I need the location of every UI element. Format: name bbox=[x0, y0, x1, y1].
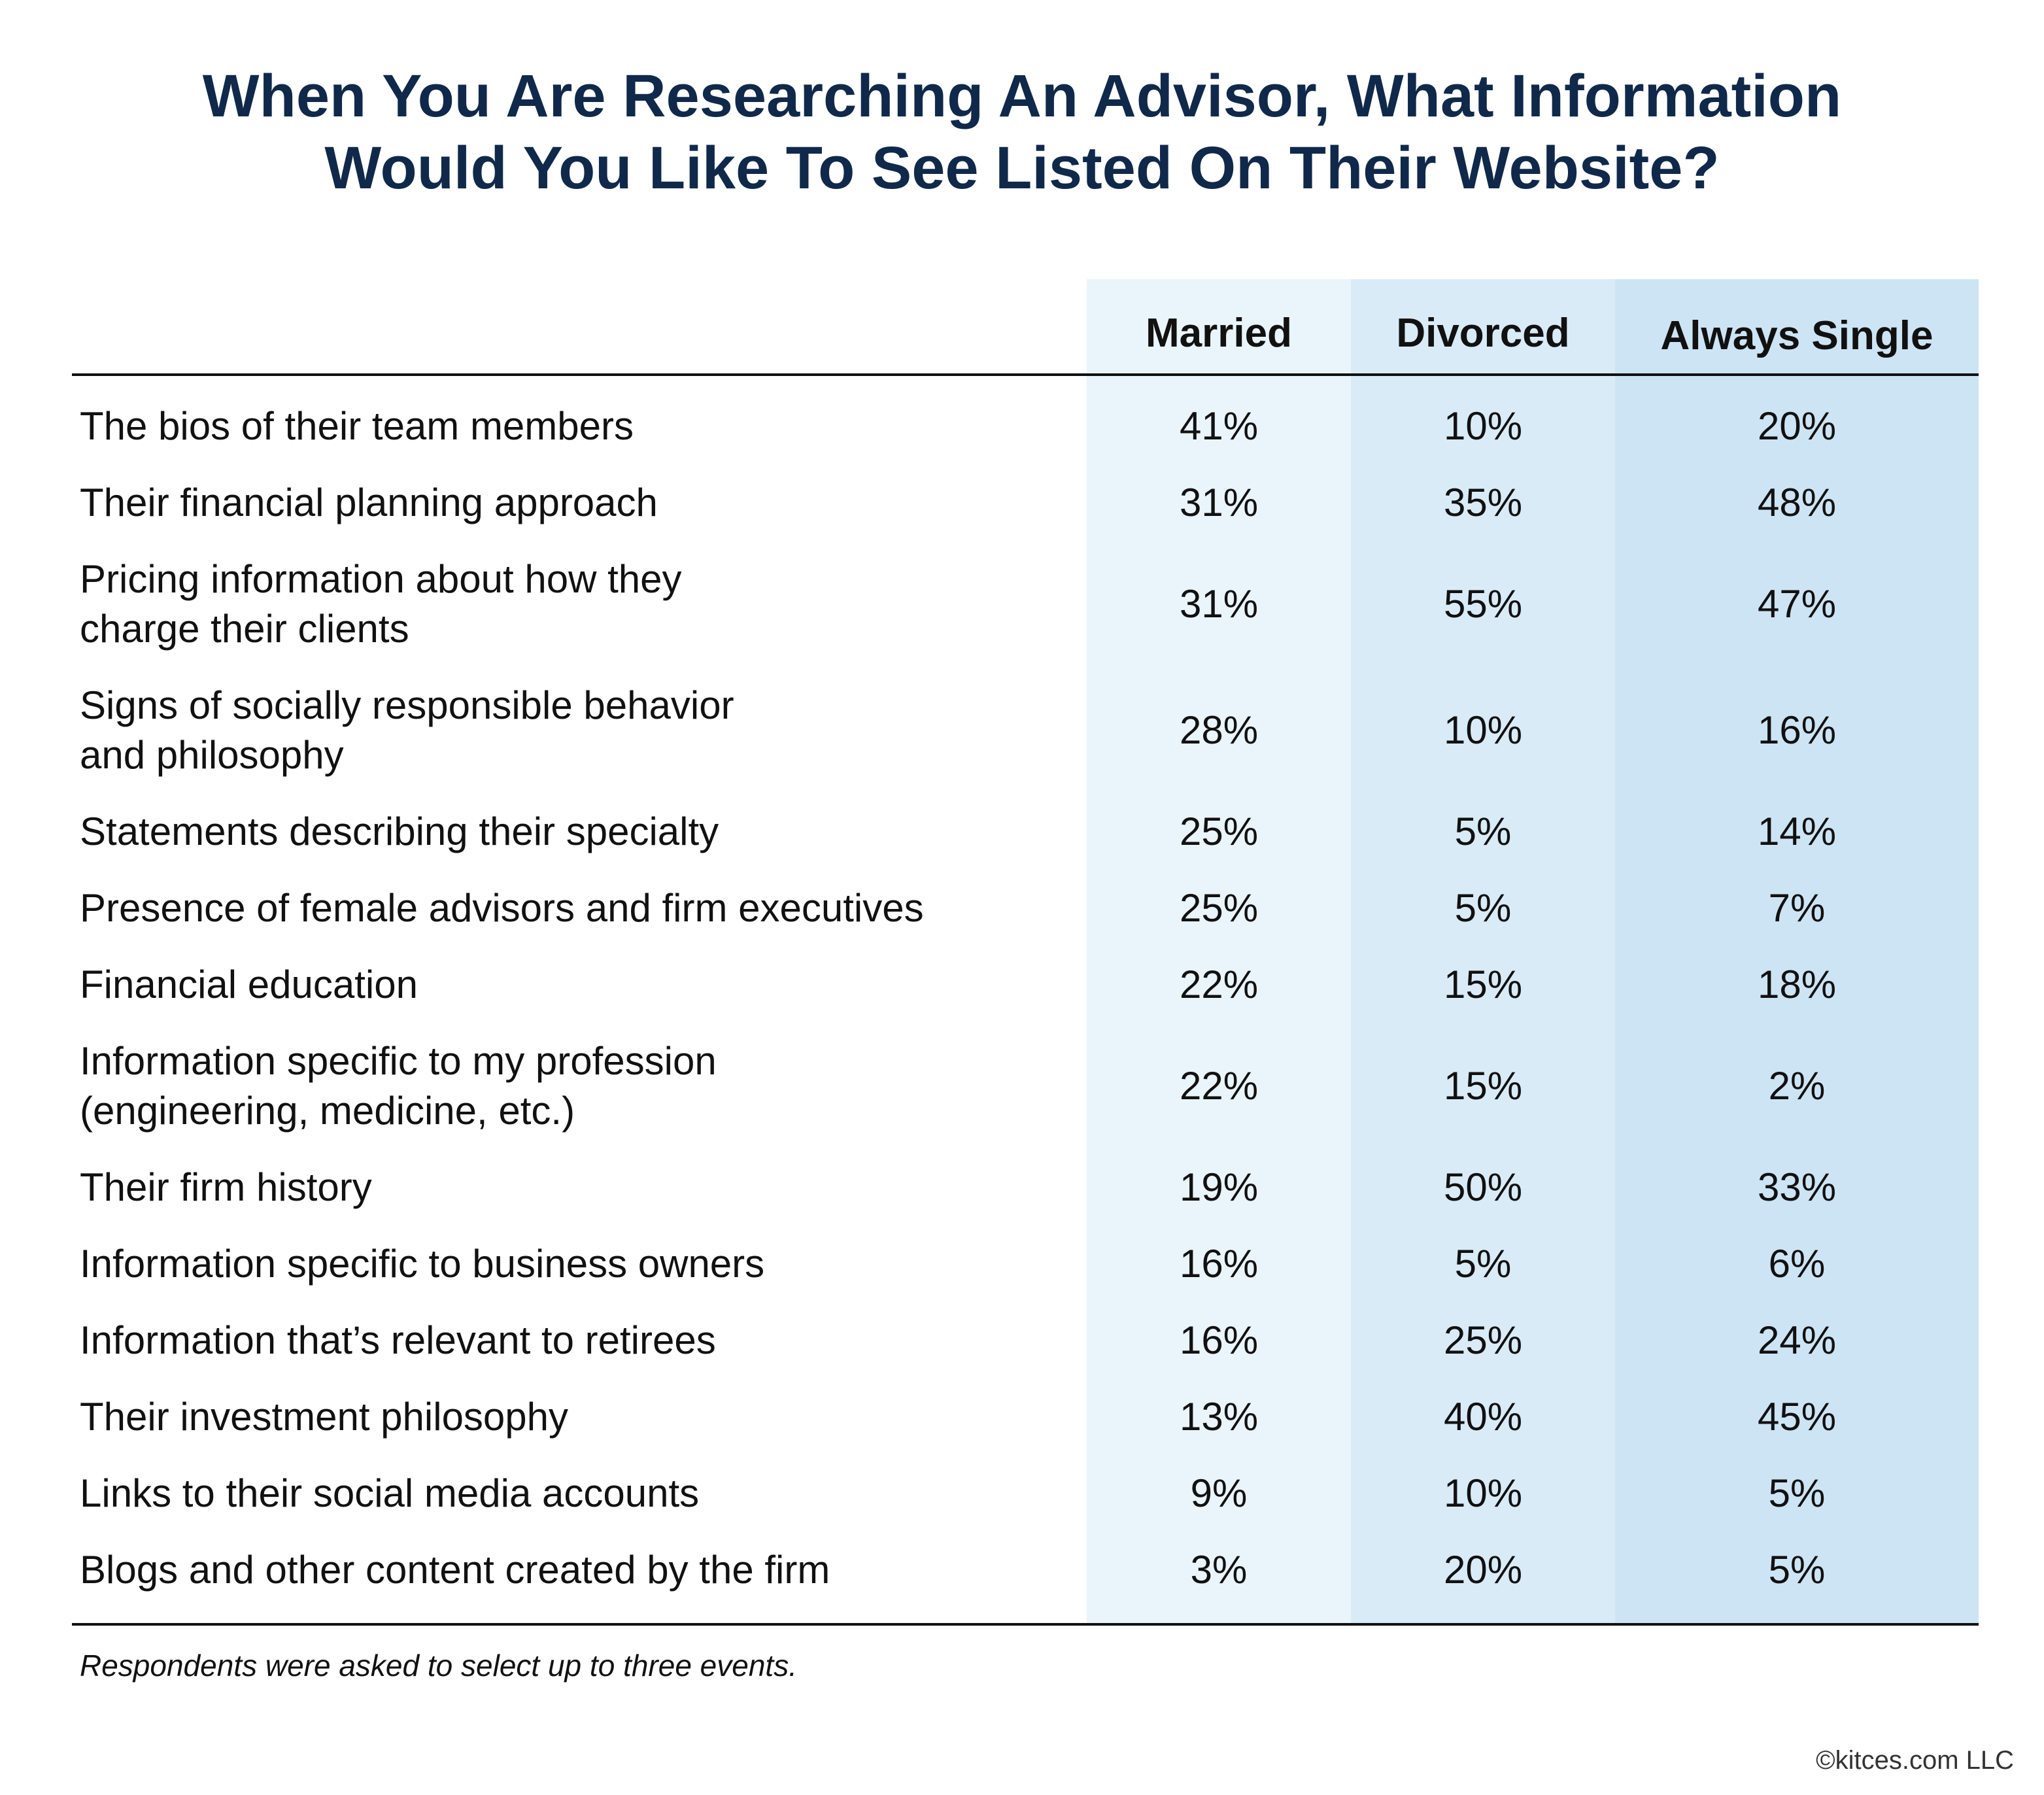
row-label-line: Their financial planning approach bbox=[80, 481, 658, 524]
cell-divorced: 5% bbox=[1454, 886, 1512, 930]
cell-divorced: 40% bbox=[1443, 1395, 1523, 1439]
cell-divorced: 25% bbox=[1443, 1318, 1523, 1362]
cell-always-single: 5% bbox=[1768, 1548, 1826, 1592]
header-rule bbox=[72, 373, 1979, 376]
cell-always-single: 14% bbox=[1757, 810, 1837, 853]
cell-married: 25% bbox=[1179, 810, 1259, 853]
row-label: Their firm history bbox=[80, 1163, 1080, 1212]
row-label: Presence of female advisors and firm exe… bbox=[80, 883, 1080, 933]
cell-divorced: 55% bbox=[1443, 582, 1523, 626]
cell-married: 25% bbox=[1179, 886, 1259, 930]
cell-married: 41% bbox=[1179, 404, 1259, 448]
row-label-line: and philosophy bbox=[80, 733, 344, 777]
cell-divorced: 10% bbox=[1443, 404, 1523, 448]
cell-married: 28% bbox=[1179, 708, 1259, 752]
row-label: Links to their social media accounts bbox=[80, 1469, 1080, 1518]
row-label: Their investment philosophy bbox=[80, 1392, 1080, 1442]
row-label-line: The bios of their team members bbox=[80, 404, 634, 448]
row-label-line: Financial education bbox=[80, 963, 418, 1006]
row-label: The bios of their team members bbox=[80, 402, 1080, 451]
row-label-line: Links to their social media accounts bbox=[80, 1471, 700, 1515]
cell-divorced: 35% bbox=[1443, 481, 1523, 524]
row-label: Blogs and other content created by the f… bbox=[80, 1545, 1080, 1595]
copyright: ©kitces.com LLC bbox=[1816, 1746, 2014, 1775]
cell-married: 9% bbox=[1190, 1471, 1248, 1515]
cell-married: 16% bbox=[1179, 1318, 1259, 1362]
cell-always-single: 5% bbox=[1768, 1471, 1826, 1515]
row-label-line: Their firm history bbox=[80, 1165, 372, 1209]
row-label-line: Blogs and other content created by the f… bbox=[80, 1548, 830, 1592]
column-header-divorced: Divorced bbox=[1396, 311, 1570, 356]
cell-divorced: 10% bbox=[1443, 708, 1523, 752]
row-label-line: Signs of socially responsible behavior bbox=[80, 683, 734, 727]
cell-married: 16% bbox=[1179, 1242, 1259, 1286]
always-single-column-background bbox=[1615, 279, 1979, 1624]
cell-always-single: 2% bbox=[1768, 1064, 1826, 1108]
cell-married: 13% bbox=[1179, 1395, 1259, 1439]
cell-married: 3% bbox=[1190, 1548, 1248, 1592]
row-label-line: Statements describing their specialty bbox=[80, 810, 719, 853]
cell-married: 31% bbox=[1179, 481, 1259, 524]
row-label: Information that’s relevant to retirees bbox=[80, 1316, 1080, 1365]
cell-always-single: 24% bbox=[1757, 1318, 1837, 1362]
cell-always-single: 47% bbox=[1757, 582, 1837, 626]
row-label: Information specific to my profession (en… bbox=[80, 1036, 1080, 1136]
cell-married: 22% bbox=[1179, 1064, 1259, 1108]
cell-always-single: 45% bbox=[1757, 1395, 1837, 1439]
row-label: Financial education bbox=[80, 960, 1080, 1010]
cell-divorced: 10% bbox=[1443, 1471, 1523, 1515]
title-line-1: When You Are Researching An Advisor, Wha… bbox=[202, 63, 1842, 129]
cell-divorced: 15% bbox=[1443, 963, 1523, 1006]
cell-married: 22% bbox=[1179, 963, 1259, 1006]
row-label-line: Pricing information about how they bbox=[80, 557, 682, 601]
cell-divorced: 5% bbox=[1454, 810, 1512, 853]
row-label: Statements describing their specialty bbox=[80, 807, 1080, 857]
cell-always-single: 6% bbox=[1768, 1242, 1826, 1286]
cell-always-single: 18% bbox=[1757, 963, 1837, 1006]
row-label: Pricing information about how they charge… bbox=[80, 555, 1080, 654]
cell-always-single: 33% bbox=[1757, 1165, 1837, 1209]
footnote: Respondents were asked to select up to t… bbox=[80, 1649, 797, 1683]
row-label: Their financial planning approach bbox=[80, 478, 1080, 528]
cell-divorced: 50% bbox=[1443, 1165, 1523, 1209]
cell-divorced: 20% bbox=[1443, 1548, 1523, 1592]
row-label: Signs of socially responsible behavior an… bbox=[80, 681, 1080, 780]
title-line-2: Would You Like To See Listed On Their We… bbox=[324, 135, 1720, 201]
row-label-line: charge their clients bbox=[80, 607, 409, 651]
column-header-married: Married bbox=[1146, 311, 1292, 356]
bottom-rule bbox=[72, 1623, 1979, 1626]
cell-married: 19% bbox=[1179, 1165, 1259, 1209]
column-header-always-single: Always Single bbox=[1660, 313, 1933, 358]
cell-married: 31% bbox=[1179, 582, 1259, 626]
row-label-line: (engineering, medicine, etc.) bbox=[80, 1089, 575, 1133]
married-column-background bbox=[1087, 279, 1351, 1624]
chart-title: When You Are Researching An Advisor, Wha… bbox=[0, 60, 2044, 204]
row-label-line: Information that’s relevant to retirees bbox=[80, 1318, 716, 1362]
row-label-line: Presence of female advisors and firm exe… bbox=[80, 886, 924, 930]
cell-divorced: 15% bbox=[1443, 1064, 1523, 1108]
cell-always-single: 20% bbox=[1757, 404, 1837, 448]
row-label-line: Information specific to my profession bbox=[80, 1039, 717, 1083]
row-label: Information specific to business owners bbox=[80, 1239, 1080, 1289]
cell-always-single: 16% bbox=[1757, 708, 1837, 752]
row-label-line: Their investment philosophy bbox=[80, 1395, 569, 1439]
cell-always-single: 7% bbox=[1768, 886, 1826, 930]
row-label-line: Information specific to business owners bbox=[80, 1242, 765, 1286]
cell-always-single: 48% bbox=[1757, 481, 1837, 524]
divorced-column-background bbox=[1351, 279, 1615, 1624]
cell-divorced: 5% bbox=[1454, 1242, 1512, 1286]
